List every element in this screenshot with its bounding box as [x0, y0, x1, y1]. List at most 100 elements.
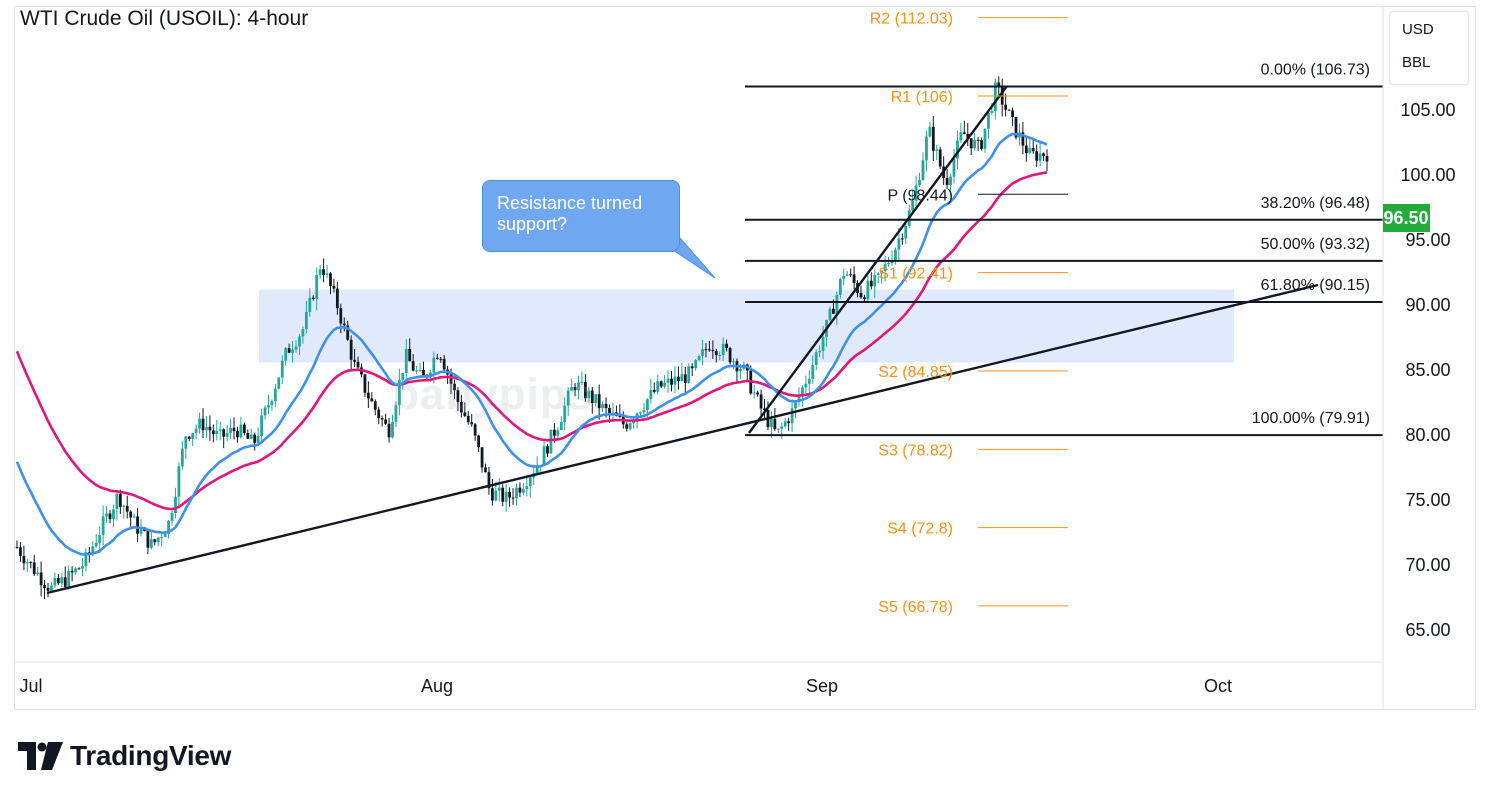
candle-body: [497, 487, 501, 491]
candle-body: [845, 274, 849, 276]
price-tick-label: 100.00: [1400, 165, 1455, 185]
fib-level-label: 100.00% (79.91): [1252, 410, 1370, 427]
candle-body: [521, 489, 525, 493]
candle-body: [1021, 132, 1025, 146]
candle-body: [511, 497, 515, 499]
candle-body: [480, 447, 484, 468]
candle-body: [1031, 148, 1035, 152]
candle-body: [60, 577, 64, 584]
candle-body: [435, 357, 439, 359]
candle-body: [683, 374, 687, 384]
candle-body: [391, 421, 394, 438]
candle-body: [149, 539, 153, 548]
candle-body: [783, 421, 787, 427]
candle-body: [25, 562, 29, 564]
candle-body: [601, 403, 605, 409]
candle-body: [105, 513, 108, 517]
candle-body: [721, 343, 725, 356]
candle-body: [490, 488, 494, 501]
price-axis[interactable]: 65.00 70.00 75.00 80.00 85.00 90.00 95.00 100.0…: [1400, 100, 1455, 640]
candle-body: [556, 430, 560, 436]
candle-body: [339, 308, 343, 324]
candle-body: [428, 372, 432, 376]
candle-body: [1035, 151, 1039, 161]
candle-body: [160, 537, 164, 539]
candle-body: [50, 585, 53, 591]
candle-body: [573, 386, 577, 391]
candle-body: [163, 533, 167, 538]
current-price-marker: 96.50: [1383, 204, 1430, 232]
candle-body: [356, 361, 360, 368]
candle-body: [552, 429, 556, 436]
candle-body: [832, 308, 835, 314]
candle-body: [74, 568, 77, 573]
candle-body: [184, 436, 188, 449]
candle-body: [993, 82, 997, 112]
candle-body: [177, 466, 181, 497]
candle-body: [404, 348, 408, 373]
candle-body: [918, 179, 921, 186]
candle-body: [363, 374, 367, 393]
candle-body: [291, 349, 294, 353]
brand-name: TradingView: [70, 740, 232, 771]
candle-body: [22, 555, 26, 564]
candle-body: [384, 419, 387, 424]
candle-body: [267, 405, 270, 408]
candle-body: [270, 401, 274, 406]
candle-body: [925, 136, 928, 161]
candle-body: [318, 269, 322, 275]
candle-body: [673, 376, 677, 385]
candle-body: [225, 432, 229, 437]
price-tick-label: 75.00: [1405, 490, 1450, 510]
candle-body: [542, 446, 546, 466]
candle-body: [401, 372, 405, 380]
candle-body: [559, 422, 563, 431]
candle-body: [563, 405, 567, 423]
candle-body: [714, 351, 718, 356]
candle-body: [790, 408, 794, 424]
candle-body: [780, 426, 784, 429]
candle-body: [597, 394, 601, 409]
candlesticks: [15, 76, 1049, 600]
ema-fast-line: [15, 132, 1048, 556]
price-tick-label: 85.00: [1405, 360, 1450, 380]
candle-body: [308, 297, 312, 312]
candle-body: [1004, 104, 1008, 110]
candle-body: [397, 379, 401, 406]
candle-body: [663, 382, 667, 387]
candle-body: [590, 390, 594, 403]
candle-body: [373, 401, 377, 410]
candle-body: [101, 516, 105, 536]
candle-body: [418, 369, 422, 371]
candle-body: [973, 139, 977, 149]
candle-body: [198, 418, 201, 429]
candle-body: [759, 394, 763, 409]
candle-body: [294, 346, 298, 350]
candle-body: [335, 288, 339, 309]
time-axis[interactable]: Jul Aug Sep Oct: [19, 676, 1232, 696]
candle-body: [818, 350, 822, 353]
candle-body: [980, 140, 983, 149]
candle-body: [625, 424, 629, 429]
candle-body: [284, 348, 288, 361]
candle-body: [70, 570, 74, 573]
candle-body: [353, 359, 356, 362]
candle-body: [687, 366, 691, 384]
candle-body: [680, 374, 684, 382]
candle-body: [697, 356, 701, 361]
candle-body: [118, 493, 122, 508]
candle-body: [311, 297, 315, 299]
candle-body: [952, 158, 956, 177]
candle-body: [732, 361, 735, 363]
candle-body: [756, 392, 760, 395]
candle-body: [945, 177, 949, 185]
candle-body: [32, 562, 36, 575]
candle-body: [187, 436, 191, 439]
annotation-callout: Resistance turned support?: [482, 180, 680, 252]
candle-body: [170, 513, 174, 521]
tradingview-logo[interactable]: TradingView: [18, 736, 231, 776]
currency-unit-selector[interactable]: USD BBL: [1389, 11, 1469, 85]
candle-body: [880, 270, 884, 274]
candle-body: [656, 381, 660, 392]
